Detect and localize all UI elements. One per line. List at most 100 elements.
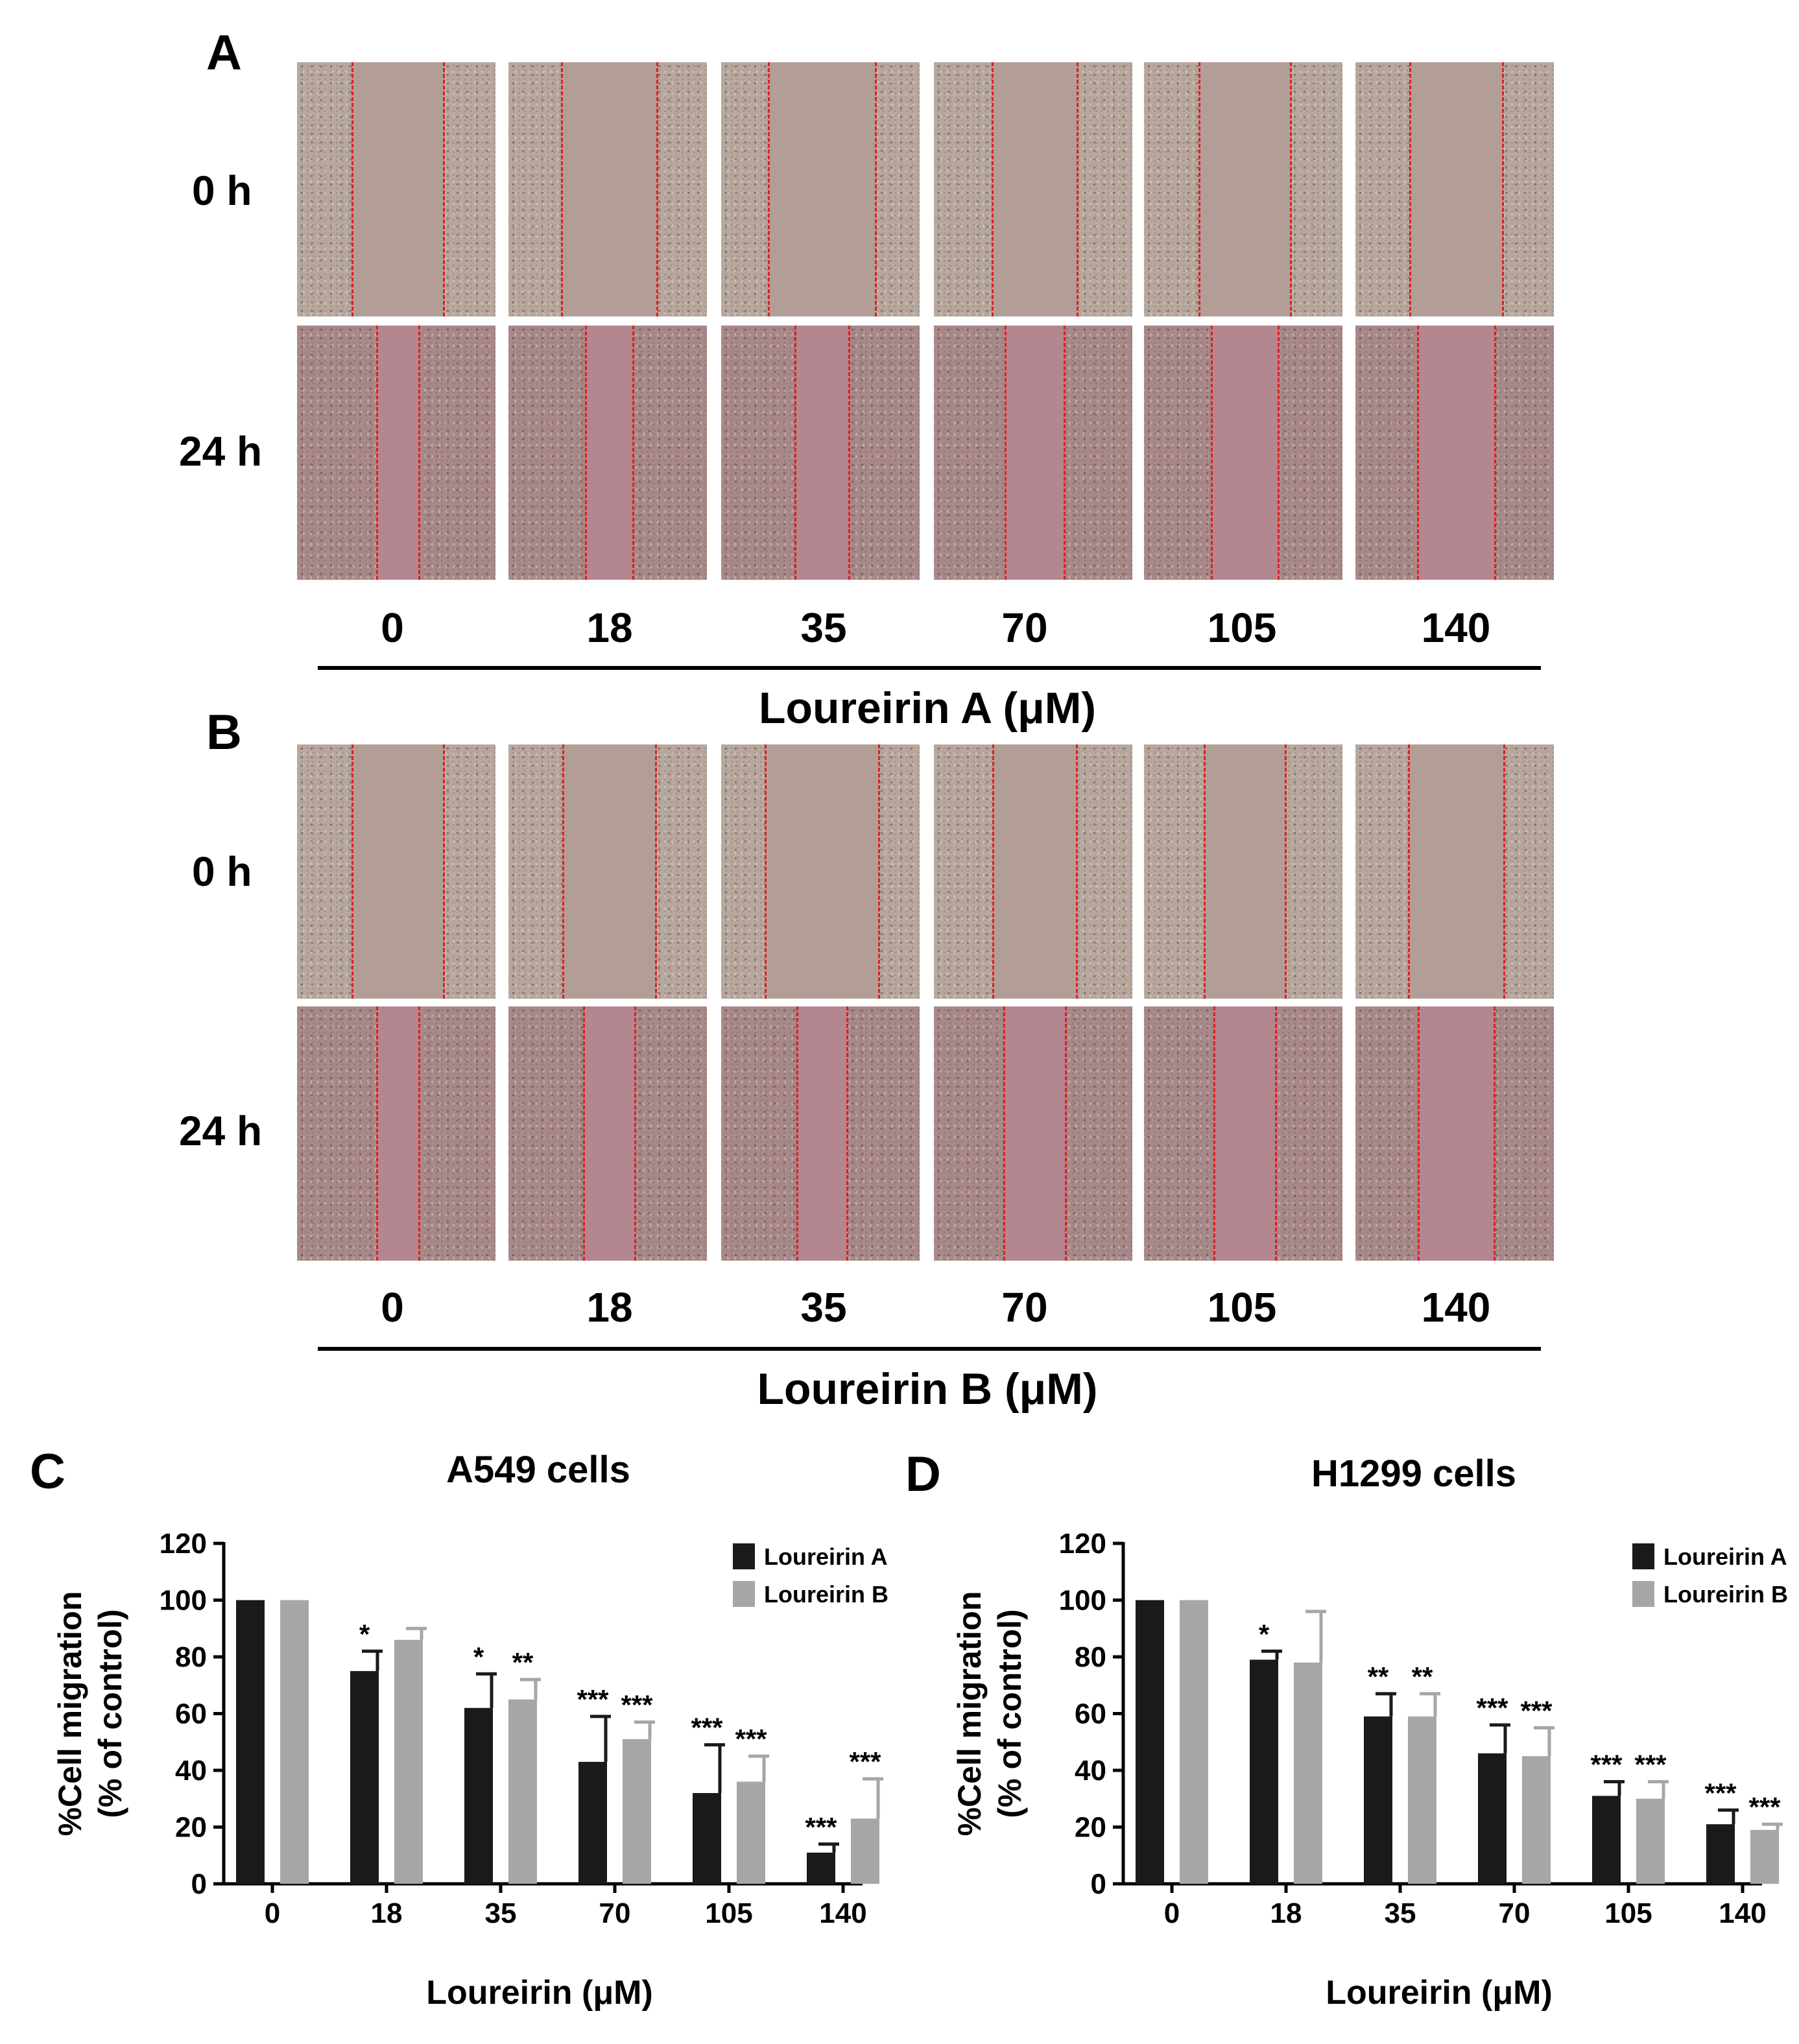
wound-gap-boundary-lines (1213, 1006, 1277, 1261)
wound-gap-boundary-lines (561, 62, 658, 316)
panel-a-micrograph-0h-105 (1144, 62, 1342, 316)
panel-b-micrograph-24h-18 (508, 1006, 707, 1261)
significance-label: *** (1520, 1695, 1553, 1726)
significance-label: *** (735, 1724, 767, 1754)
panel-b-compound-label: Loureirin B (μM) (757, 1364, 1098, 1414)
panel-b-micrograph-0h-18 (508, 744, 707, 999)
bar-loureirin-b-35 (508, 1699, 537, 1884)
y-tick-label: 120 (1059, 1528, 1106, 1560)
x-tick-label: 18 (371, 1897, 403, 1929)
bar-loureirin-a-105 (693, 1793, 721, 1884)
significance-label: *** (1590, 1750, 1623, 1780)
panel-a-dose-label-105: 105 (1207, 604, 1277, 651)
significance-label: * (1259, 1619, 1270, 1649)
y-tick-label: 60 (175, 1698, 207, 1730)
x-tick-label: 70 (1499, 1897, 1531, 1929)
bar-loureirin-b-35 (1408, 1716, 1436, 1884)
y-axis-label: %Cell migration (52, 1591, 88, 1836)
x-tick-label: 140 (1719, 1897, 1766, 1929)
bar-loureirin-b-0 (280, 1600, 309, 1884)
x-tick-label: 70 (599, 1897, 631, 1929)
bar-loureirin-a-18 (1250, 1659, 1278, 1884)
panel-b-dose-label-105: 105 (1207, 1284, 1277, 1331)
y-tick-label: 100 (1059, 1585, 1106, 1617)
wound-gap-boundary-lines (1408, 744, 1505, 999)
legend-label: Loureirin A (1663, 1543, 1787, 1570)
y-tick-label: 0 (191, 1868, 207, 1900)
y-tick-label: 80 (175, 1641, 207, 1673)
wound-gap-boundary-lines (992, 744, 1078, 999)
wound-gap-boundary-lines (796, 1006, 848, 1261)
panel-b-dose-axis-line (318, 1347, 1541, 1351)
y-tick-label: 120 (160, 1528, 207, 1560)
significance-label: ** (512, 1647, 534, 1678)
panel-d-bar-chart: 0 20 40 60 80 100 120 %Cell migration (% of cont… (951, 1528, 1788, 2012)
wound-gap-boundary-lines (991, 62, 1079, 316)
panel-a-dose-label-70: 70 (1001, 604, 1048, 651)
panel-b-micrograph-24h-0 (297, 1006, 495, 1261)
panel-d-letter: D (905, 1447, 941, 1502)
panel-c-title: A549 cells (446, 1449, 630, 1491)
bar-loureirin-b-70 (623, 1739, 651, 1884)
bar-loureirin-a-35 (464, 1707, 493, 1884)
significance-label: *** (1634, 1750, 1667, 1780)
panel-b-dose-label-70: 70 (1001, 1284, 1048, 1331)
wound-gap-boundary-lines (584, 326, 635, 580)
bar-loureirin-a-105 (1592, 1796, 1621, 1884)
significance-label: *** (805, 1812, 837, 1842)
bar-loureirin-b-140 (1750, 1829, 1779, 1884)
panel-a-row-label-24h: 24 h (179, 428, 263, 475)
y-tick-label: 20 (175, 1812, 207, 1844)
panel-a-micrograph-24h-0 (297, 326, 495, 580)
panel-a-dose-label-140: 140 (1421, 604, 1491, 651)
y-tick-label: 40 (175, 1755, 207, 1787)
wound-gap-boundary-lines (1418, 1006, 1495, 1261)
wound-gap-boundary-lines (376, 326, 420, 580)
panel-b-micrograph-0h-35 (721, 744, 920, 999)
x-tick-label: 0 (1164, 1897, 1180, 1929)
bar-loureirin-a-70 (1478, 1753, 1507, 1884)
legend-swatch (1632, 1543, 1654, 1569)
panel-a-dose-label-0: 0 (381, 604, 404, 651)
panel-b-dose-label-140: 140 (1421, 1284, 1491, 1331)
significance-label: * (359, 1619, 370, 1649)
significance-label: *** (1476, 1693, 1508, 1723)
x-tick-label: 105 (705, 1897, 752, 1929)
x-axis-label: Loureirin (μM) (426, 1974, 653, 2012)
panel-b-micrograph-24h-105 (1144, 1006, 1342, 1261)
y-tick-label: 20 (1075, 1812, 1106, 1844)
wound-gap-boundary-lines (794, 326, 850, 580)
panel-b-micrograph-0h-70 (934, 744, 1132, 999)
significance-label: ** (1412, 1661, 1433, 1692)
legend-swatch (1632, 1581, 1654, 1607)
panel-b-dose-label-0: 0 (381, 1284, 404, 1331)
x-tick-label: 105 (1604, 1897, 1652, 1929)
wound-gap-boundary-lines (1198, 62, 1292, 316)
bar-loureirin-a-18 (350, 1670, 379, 1884)
panel-b-micrograph-24h-35 (721, 1006, 920, 1261)
wound-gap-boundary-lines (1203, 744, 1287, 999)
wound-gap-boundary-lines (1210, 326, 1280, 580)
panel-a-micrograph-24h-70 (934, 326, 1132, 580)
panel-b-row-label-24h: 24 h (179, 1108, 263, 1154)
x-tick-label: 35 (1385, 1897, 1416, 1929)
wound-gap-boundary-lines (376, 1006, 420, 1261)
y-tick-label: 60 (1075, 1698, 1106, 1730)
legend-label: Loureirin B (1663, 1581, 1788, 1608)
y-axis-label: (% of control) (992, 1609, 1028, 1818)
panel-a-letter: A (206, 25, 242, 80)
panel-a-micrograph-0h-35 (721, 62, 920, 316)
panel-b-micrograph-0h-0 (297, 744, 495, 999)
panel-d-title: H1299 cells (1311, 1453, 1517, 1495)
significance-label: *** (577, 1684, 609, 1715)
panel-c-bar-chart: 0 20 40 60 80 100 120 %Cell migration (% of cont… (52, 1528, 888, 2012)
y-tick-label: 0 (1091, 1868, 1106, 1900)
x-tick-label: 0 (265, 1897, 280, 1929)
panel-b-letter: B (206, 705, 242, 760)
panel-a-micrograph-0h-0 (297, 62, 495, 316)
panel-a-micrograph-24h-140 (1355, 326, 1554, 580)
y-tick-label: 40 (1075, 1755, 1106, 1787)
x-axis-label: Loureirin (μM) (1326, 1974, 1553, 2012)
panel-b-micrograph-24h-140 (1355, 1006, 1554, 1261)
panel-a-row-label-0h: 0 h (192, 167, 252, 214)
